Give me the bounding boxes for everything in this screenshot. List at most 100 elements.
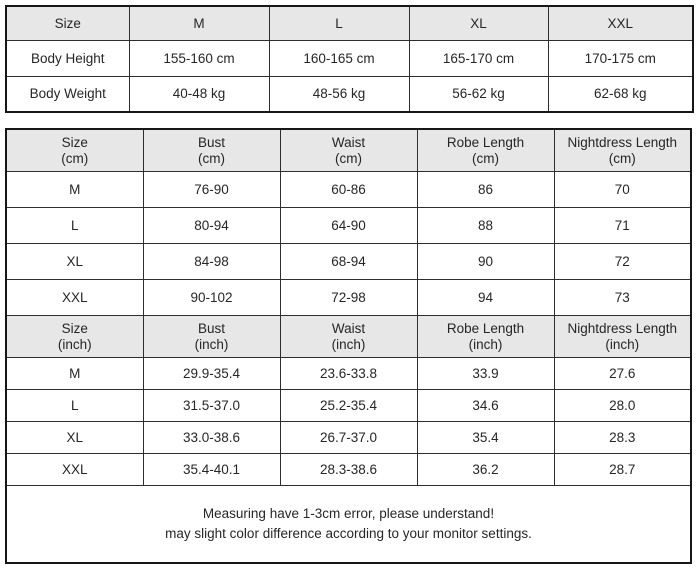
column-header-size-inch: Size (inch)	[5, 314, 144, 358]
header-unit: (cm)	[608, 150, 636, 166]
size-overview-header-row: Size M L XL XXL	[5, 5, 694, 41]
header-unit: (inch)	[468, 336, 503, 352]
table-cell: 71	[553, 206, 692, 244]
row-label: XL	[5, 242, 144, 280]
column-header-waist-inch: Waist (inch)	[279, 314, 418, 358]
row-label: XXL	[5, 452, 144, 486]
size-overview-table: Size M L XL XXL Body Height 155-160 cm 1…	[5, 5, 694, 113]
note-row: Measuring have 1-3cm error, please under…	[5, 484, 692, 564]
note-line-1: Measuring have 1-3cm error, please under…	[202, 506, 495, 522]
table-cell: 25.2-35.4	[279, 388, 418, 422]
table-cell: 40-48 kg	[128, 75, 270, 113]
header-unit: (inch)	[194, 336, 229, 352]
note-line-2: may slight color difference according to…	[165, 525, 532, 541]
table-cell: 76-90	[142, 170, 281, 208]
column-header-nightdress-length-inch: Nightdress Length (inch)	[553, 314, 692, 358]
table-cell: 28.3-38.6	[279, 452, 418, 486]
row-label: L	[5, 206, 144, 244]
table-cell: 73	[553, 278, 692, 316]
header-title: Bust	[197, 134, 225, 150]
table-cell: 160-165 cm	[268, 39, 410, 77]
row-label: Body Height	[5, 39, 130, 77]
row-label: M	[5, 356, 144, 390]
table-cell: 68-94	[279, 242, 418, 280]
table-cell: 27.6	[553, 356, 692, 390]
inch-row-xxl: XXL 35.4-40.1 28.3-38.6 36.2 28.7	[5, 452, 692, 486]
column-header-size-cm: Size (cm)	[5, 128, 144, 172]
header-unit: (inch)	[331, 336, 366, 352]
header-title: Waist	[331, 134, 366, 150]
column-header-xl: XL	[408, 5, 549, 41]
table-cell: 88	[416, 206, 555, 244]
table-cell: 35.4-40.1	[142, 452, 281, 486]
column-header-robe-length-cm: Robe Length (cm)	[416, 128, 555, 172]
header-unit: (cm)	[472, 150, 499, 166]
row-label: XXL	[5, 278, 144, 316]
table-cell: 35.4	[416, 420, 555, 454]
column-header-bust-cm: Bust (cm)	[142, 128, 281, 172]
header-unit: (cm)	[198, 150, 225, 166]
table-row-body-height: Body Height 155-160 cm 160-165 cm 165-17…	[5, 39, 694, 77]
inch-row-xl: XL 33.0-38.6 26.7-37.0 35.4 28.3	[5, 420, 692, 454]
header-title: Nightdress Length	[567, 320, 678, 336]
row-label: M	[5, 170, 144, 208]
column-header-robe-length-inch: Robe Length (inch)	[416, 314, 555, 358]
table-cell: 72	[553, 242, 692, 280]
header-title: Robe Length	[446, 320, 525, 336]
table-cell: 23.6-33.8	[279, 356, 418, 390]
cm-row-l: L 80-94 64-90 88 71	[5, 206, 692, 244]
table-cell: 64-90	[279, 206, 418, 244]
row-label: L	[5, 388, 144, 422]
table-cell: 33.0-38.6	[142, 420, 281, 454]
table-cell: 72-98	[279, 278, 418, 316]
header-title: Bust	[197, 320, 225, 336]
table-cell: 31.5-37.0	[142, 388, 281, 422]
table-cell: 48-56 kg	[268, 75, 410, 113]
header-unit: (inch)	[57, 336, 92, 352]
table-cell: 28.3	[553, 420, 692, 454]
table-cell: 80-94	[142, 206, 281, 244]
row-label: Body Weight	[5, 75, 130, 113]
header-title: Waist	[331, 320, 366, 336]
header-title: Robe Length	[446, 134, 525, 150]
header-title: Nightdress Length	[567, 134, 678, 150]
table-cell: 70	[553, 170, 692, 208]
table-cell: 155-160 cm	[128, 39, 270, 77]
table-cell: 94	[416, 278, 555, 316]
table-cell: 90-102	[142, 278, 281, 316]
table-cell: 56-62 kg	[408, 75, 549, 113]
table-cell: 26.7-37.0	[279, 420, 418, 454]
column-header-xxl: XXL	[547, 5, 694, 41]
table-cell: 60-86	[279, 170, 418, 208]
table-cell: 86	[416, 170, 555, 208]
table-cell: 165-170 cm	[408, 39, 549, 77]
column-header-m: M	[128, 5, 270, 41]
inch-header-row: Size (inch) Bust (inch) Waist (inch) Rob…	[5, 314, 692, 358]
table-cell: 29.9-35.4	[142, 356, 281, 390]
table-cell: 90	[416, 242, 555, 280]
column-header-nightdress-length-cm: Nightdress Length (cm)	[553, 128, 692, 172]
table-cell: 84-98	[142, 242, 281, 280]
inch-row-l: L 31.5-37.0 25.2-35.4 34.6 28.0	[5, 388, 692, 422]
table-cell: 170-175 cm	[547, 39, 694, 77]
table-cell: 28.7	[553, 452, 692, 486]
header-unit: (cm)	[335, 150, 362, 166]
table-cell: 34.6	[416, 388, 555, 422]
inch-row-m: M 29.9-35.4 23.6-33.8 33.9 27.6	[5, 356, 692, 390]
cm-row-xxl: XXL 90-102 72-98 94 73	[5, 278, 692, 316]
column-header-size: Size	[5, 5, 130, 41]
table-cell: 33.9	[416, 356, 555, 390]
header-title: Size	[61, 134, 88, 150]
measuring-note: Measuring have 1-3cm error, please under…	[5, 484, 692, 564]
cm-row-m: M 76-90 60-86 86 70	[5, 170, 692, 208]
table-cell: 28.0	[553, 388, 692, 422]
cm-header-row: Size (cm) Bust (cm) Waist (cm) Robe Leng…	[5, 128, 692, 172]
header-unit: (inch)	[605, 336, 640, 352]
table-row-body-weight: Body Weight 40-48 kg 48-56 kg 56-62 kg 6…	[5, 75, 694, 113]
table-cell: 36.2	[416, 452, 555, 486]
column-header-l: L	[268, 5, 410, 41]
column-header-bust-inch: Bust (inch)	[142, 314, 281, 358]
measurements-table: Size (cm) Bust (cm) Waist (cm) Robe Leng…	[5, 128, 692, 564]
cm-row-xl: XL 84-98 68-94 90 72	[5, 242, 692, 280]
